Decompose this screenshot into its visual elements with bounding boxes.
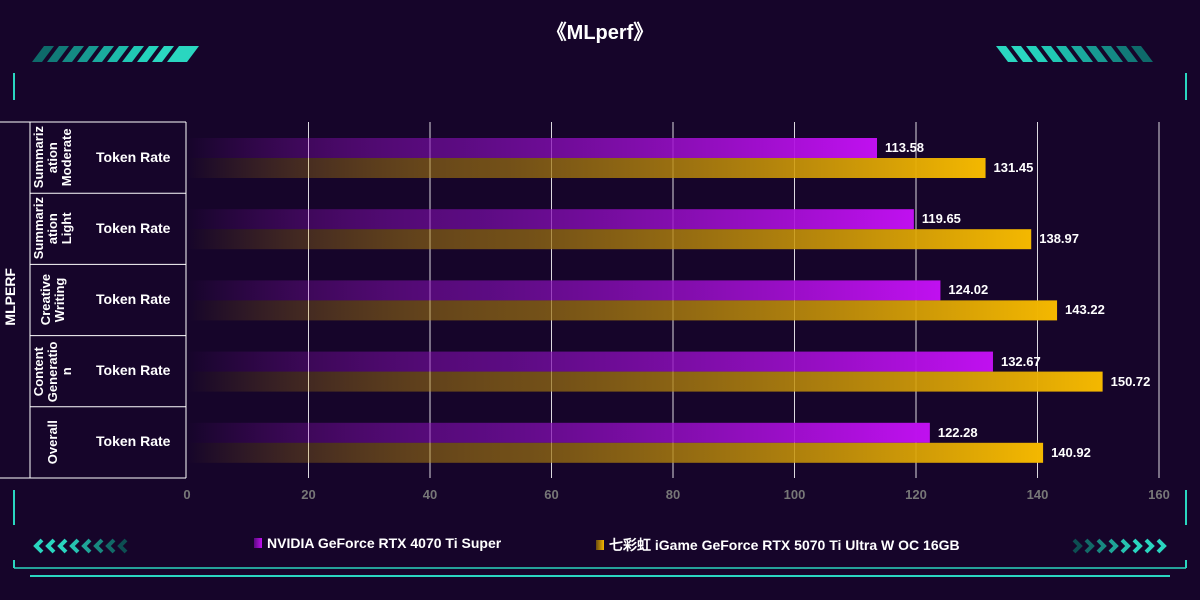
legend-item-series1[interactable]: NVIDIA GeForce RTX 4070 Ti Super [254, 535, 501, 551]
category-row-label: Token Rate [96, 148, 171, 165]
top-right-stripes [996, 46, 1153, 62]
bar-value-label: 124.02 [948, 282, 989, 298]
bar-series2 [187, 158, 986, 178]
bar-value-label: 113.58 [884, 140, 925, 155]
bottom-left-chevrons [33, 538, 128, 554]
bar-series2 [187, 371, 1103, 392]
x-tick-label: 120 [905, 487, 927, 502]
top-left-stripes [32, 46, 199, 62]
x-tick-label: 160 [1148, 487, 1170, 502]
bar-series2 [187, 300, 1058, 321]
category-table [0, 121, 187, 479]
bar-series1 [187, 422, 930, 443]
bar-value-label: 138.97 [1039, 231, 1079, 247]
category-row-label: Token Rate [96, 433, 171, 450]
x-tick-label: 60 [544, 487, 559, 502]
legend-label-series2: 七彩虹 iGame GeForce RTX 5070 Ti Ultra W OC… [609, 537, 960, 553]
category-group-label: Content Generatio n [31, 340, 74, 402]
x-tick-label: 80 [665, 487, 681, 502]
category-group-label: Summariz ation Moderate [31, 126, 74, 189]
bar-value-label: 140.92 [1051, 444, 1091, 460]
x-tick-label: 100 [783, 487, 806, 502]
bottom-right-chevrons [1072, 538, 1167, 554]
legend-label-series1: NVIDIA GeForce RTX 4070 Ti Super [267, 535, 502, 551]
category-group-label: Creative Writing [38, 274, 67, 326]
bar-value-label: 132.67 [1000, 353, 1041, 369]
legend-swatch-gold [596, 540, 604, 550]
bar-value-label: 131.45 [993, 160, 1034, 175]
y-axis-title: MLPERF [2, 268, 18, 326]
x-tick-label: 0 [183, 487, 191, 502]
legend-swatch-purple [254, 538, 262, 548]
bars [187, 138, 1103, 463]
bar-series1 [187, 351, 993, 372]
category-group-label: Summariz ation Light [31, 197, 74, 260]
chart-title: 《MLperf》 [546, 22, 654, 44]
bar-value-label: 122.28 [937, 424, 978, 440]
x-tick-label: 40 [422, 487, 438, 502]
x-tick-label: 140 [1026, 487, 1049, 502]
bar-value-label: 150.72 [1110, 373, 1151, 389]
bar-value-label: 143.22 [1065, 302, 1105, 318]
bar-series2 [187, 229, 1032, 250]
bar-value-label: 119.65 [921, 211, 961, 227]
legend-item-series2[interactable]: 七彩虹 iGame GeForce RTX 5070 Ti Ultra W OC… [596, 535, 960, 555]
x-tick-label: 20 [301, 487, 316, 502]
bar-series1 [187, 209, 914, 230]
category-row-label: Token Rate [96, 291, 171, 307]
category-row-label: Token Rate [96, 362, 171, 379]
category-group-label: Overall [45, 420, 60, 465]
bar-series2 [187, 442, 1044, 463]
category-row-label: Token Rate [96, 219, 171, 236]
bar-series1 [187, 280, 941, 301]
bar-series1 [187, 138, 877, 158]
